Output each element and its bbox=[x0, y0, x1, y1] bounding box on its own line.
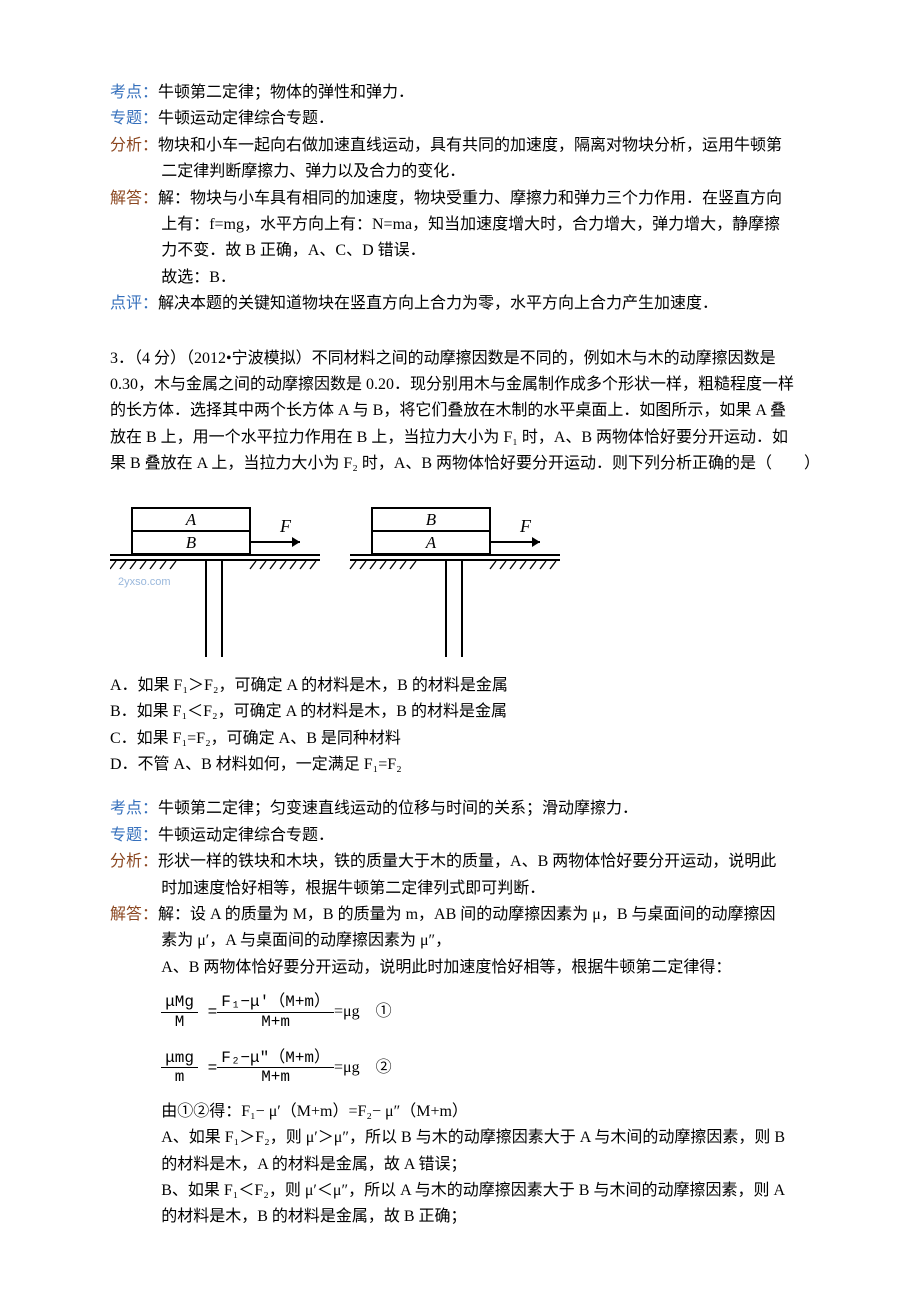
b2-fenxi-l1: 分析：形状一样的铁块和木块，铁的质量大于木的质量，A、B 两物体恰好要分开运动，… bbox=[110, 849, 820, 875]
svg-text:F: F bbox=[519, 516, 532, 536]
b2-zhuanti: 专题：牛顿运动定律综合专题． bbox=[110, 823, 820, 849]
label-zhuanti: 专题： bbox=[110, 110, 158, 127]
svg-text:B: B bbox=[426, 510, 437, 529]
b1-fenxi-l1: 分析：物块和小车一起向右做加速直线运动，具有共同的加速度，隔离对物块分析，运用牛… bbox=[110, 133, 820, 159]
b2-jieda-l4: 由①②得：F₁− μ′（M+m）=F₂− μ″（M+m） bbox=[110, 1099, 820, 1125]
b2-jieda-l7: B、如果 F₁＜F₂，则 μ′＜μ″，所以 A 与木的动摩擦因素大于 B 与木间… bbox=[110, 1178, 820, 1204]
b1-jieda-l3: 力不变．故 B 正确，A、C、D 错误． bbox=[110, 238, 820, 264]
q3-option-A: A．如果 F₁＞F₂，可确定 A 的材料是木，B 的材料是金属 bbox=[110, 673, 820, 699]
b1-fenxi-l2: 二定律判断摩擦力、弹力以及合力的变化． bbox=[110, 159, 820, 185]
b1-jieda-l4: 故选：B． bbox=[110, 265, 820, 291]
label-dianping: 点评： bbox=[110, 295, 158, 312]
label-kaodian: 考点： bbox=[110, 84, 158, 101]
b1-dianping: 点评：解决本题的关键知道物块在竖直方向上合力为零，水平方向上合力产生加速度． bbox=[110, 291, 820, 317]
equation-2: μmgm =F₂−μ″（M+m）M+m=μg ② bbox=[110, 1049, 820, 1087]
label-jieda: 解答： bbox=[110, 190, 158, 207]
b1-jieda-l1: 解答：解：物块与小车具有相同的加速度，物块受重力、摩擦力和弹力三个力作用．在竖直… bbox=[110, 186, 820, 212]
q3-stem-l2: 0.30，木与金属之间的动摩擦因数是 0.20．现分别用木与金属制作成多个形状一… bbox=[110, 372, 820, 398]
q3-stem-l4: 放在 B 上，用一个水平拉力作用在 B 上，当拉力大小为 F₁ 时，A、B 两物… bbox=[110, 425, 820, 451]
b1-jieda-l2: 上有：f=mg，水平方向上有：N=ma，知当加速度增大时，合力增大，弹力增大，静… bbox=[110, 212, 820, 238]
b2-jieda-l5: A、如果 F₁＞F₂，则 μ′＞μ″，所以 B 与木的动摩擦因素大于 A 与木间… bbox=[110, 1125, 820, 1151]
b2-fenxi-l2: 时加速度恰好相等，根据牛顿第二定律列式即可判断． bbox=[110, 876, 820, 902]
b2-jieda-l6: 的材料是木，A 的材料是金属，故 A 错误； bbox=[110, 1152, 820, 1178]
b1-kaodian-text: 牛顿第二定律；物体的弹性和弹力． bbox=[158, 84, 414, 101]
q3-option-C: C．如果 F₁=F₂，可确定 A、B 是同种材料 bbox=[110, 726, 820, 752]
b1-zhuanti: 专题：牛顿运动定律综合专题． bbox=[110, 106, 820, 132]
b2-kaodian: 考点：牛顿第二定律；匀变速直线运动的位移与时间的关系；滑动摩擦力． bbox=[110, 796, 820, 822]
stacked-blocks-diagram: B A F 2yxso.com bbox=[110, 487, 820, 666]
q3-stem-l3: 的长方体．选择其中两个长方体 A 与 B，将它们叠放在木制的水平桌面上．如图所示… bbox=[110, 398, 820, 424]
b1-kaodian: 考点：牛顿第二定律；物体的弹性和弹力． bbox=[110, 80, 820, 106]
svg-text:F: F bbox=[279, 516, 292, 536]
svg-text:B: B bbox=[186, 533, 197, 552]
svg-text:2yxso.com: 2yxso.com bbox=[118, 576, 171, 588]
q3-stem-l1: 3．（4 分）（2012•宁波模拟）不同材料之间的动摩擦因数是不同的，例如木与木… bbox=[110, 346, 820, 372]
q3-option-B: B．如果 F₁＜F₂，可确定 A 的材料是木，B 的材料是金属 bbox=[110, 699, 820, 725]
svg-text:A: A bbox=[425, 533, 437, 552]
q3-stem-l5: 果 B 叠放在 A 上，当拉力大小为 F₂ 时，A、B 两物体恰好要分开运动．则… bbox=[110, 451, 820, 477]
b2-jieda-l1: 解答：解：设 A 的质量为 M，B 的质量为 m，AB 间的动摩擦因素为 μ，B… bbox=[110, 902, 820, 928]
b2-jieda-l2: 素为 μ′，A 与桌面间的动摩擦因素为 μ″， bbox=[110, 928, 820, 954]
svg-text:A: A bbox=[185, 510, 197, 529]
b1-zhuanti-text: 牛顿运动定律综合专题． bbox=[158, 110, 334, 127]
equation-1: μMgM =F₁−μ′（M+m）M+m=μg ① bbox=[110, 993, 820, 1031]
b2-jieda-l8: 的材料是木，B 的材料是金属，故 B 正确； bbox=[110, 1204, 820, 1230]
page: 考点：牛顿第二定律；物体的弹性和弹力． 专题：牛顿运动定律综合专题． 分析：物块… bbox=[0, 0, 920, 1291]
b2-jieda-l3: A、B 两物体恰好要分开运动，说明此时加速度恰好相等，根据牛顿第二定律得： bbox=[110, 955, 820, 981]
label-fenxi: 分析： bbox=[110, 137, 158, 154]
q3-option-D: D．不管 A、B 材料如何，一定满足 F₁=F₂ bbox=[110, 752, 820, 778]
